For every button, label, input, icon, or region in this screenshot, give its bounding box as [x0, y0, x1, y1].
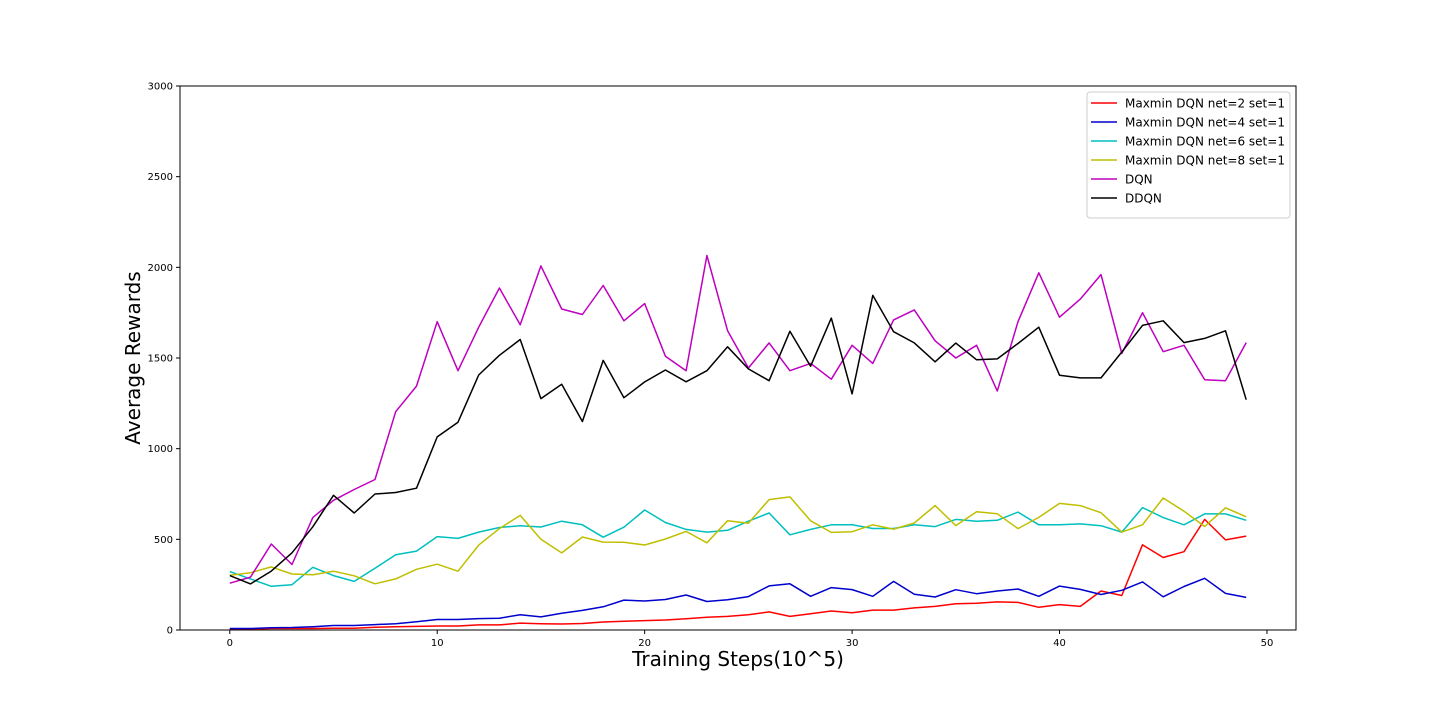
legend: Maxmin DQN net=2 set=1 Maxmin DQN net=4 s…	[1086, 91, 1291, 219]
y-axis-label: Average Rewards	[121, 271, 145, 444]
series-line-4	[229, 496, 1247, 585]
series-line-5	[229, 254, 1247, 584]
y-tick-label: 3000	[148, 82, 173, 93]
legend-label: Maxmin DQN net=8 set=1	[1125, 154, 1285, 168]
x-tick-label: 20	[638, 638, 651, 649]
x-tick-label: 10	[431, 638, 444, 649]
legend-label: Maxmin DQN net=6 set=1	[1125, 135, 1285, 149]
y-tick-label: 500	[154, 535, 173, 546]
legend-label: DQN	[1125, 173, 1153, 187]
y-tick-label: 0	[167, 626, 173, 637]
y-tick-label: 2500	[148, 172, 173, 183]
series-line-2	[229, 577, 1247, 630]
x-tick-label: 30	[846, 638, 859, 649]
series-line-3	[229, 506, 1247, 588]
y-tick-label: 2000	[148, 263, 173, 274]
y-tick-label: 1500	[148, 354, 173, 365]
legend-label: Maxmin DQN net=4 set=1	[1125, 116, 1285, 130]
legend-label: Maxmin DQN net=2 set=1	[1125, 97, 1285, 111]
series-layer	[229, 254, 1247, 630]
legend-label: DDQN	[1125, 192, 1162, 206]
y-axis-ticks: 0 500 1000 1500 2000 2500 3000	[148, 82, 180, 637]
y-tick-label: 1000	[148, 444, 173, 455]
x-tick-label: 0	[227, 638, 233, 649]
series-line-1	[229, 518, 1247, 630]
x-tick-label: 50	[1261, 638, 1274, 649]
x-axis-label: Training Steps(10^5)	[631, 647, 844, 671]
legend-box	[1086, 91, 1291, 219]
x-tick-label: 40	[1053, 638, 1066, 649]
series-line-6	[229, 294, 1247, 585]
x-axis-ticks: 0 10 20 30 40 50	[227, 630, 1274, 649]
